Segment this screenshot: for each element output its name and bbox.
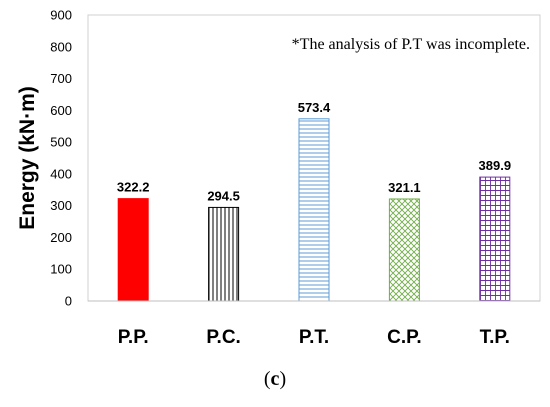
bar xyxy=(208,206,240,302)
y-tick-label: 900 xyxy=(50,8,72,23)
figure-caption: (c) xyxy=(0,368,550,391)
bar xyxy=(298,118,330,302)
bar xyxy=(388,198,420,302)
y-tick-label: 800 xyxy=(50,39,72,54)
bar xyxy=(479,176,511,302)
y-axis-label: Energy (kN·m) xyxy=(16,86,39,230)
caption-letter: c xyxy=(270,368,280,390)
x-category-label: C.P. xyxy=(387,327,422,348)
y-tick-label: 400 xyxy=(50,166,72,181)
data-label: 294.5 xyxy=(207,188,240,203)
y-tick-label: 0 xyxy=(65,294,72,309)
caption-open: ( xyxy=(263,368,271,390)
caption-close: ) xyxy=(279,368,287,390)
data-label: 573.4 xyxy=(298,100,331,115)
y-tick-label: 700 xyxy=(50,71,72,86)
bars: 322.2 294.5 573.4 321.1 389.9 xyxy=(117,100,512,302)
y-tick-label: 500 xyxy=(50,135,72,150)
x-category-label: P.C. xyxy=(206,327,241,348)
data-label: 389.9 xyxy=(479,158,512,173)
bar xyxy=(117,198,149,302)
energy-bar-chart: 0 100 200 300 400 500 600 700 800 900 322.2 294.5 5… xyxy=(16,8,541,348)
x-category-label: P.P. xyxy=(118,327,149,348)
y-tick-label: 300 xyxy=(50,198,72,213)
y-tick-label: 600 xyxy=(50,103,72,118)
y-tick-label: 100 xyxy=(50,262,72,277)
y-axis: 0 100 200 300 400 500 600 700 800 900 xyxy=(50,8,72,309)
x-axis: P.P. P.C. P.T. C.P. T.P. xyxy=(88,300,540,348)
data-label: 322.2 xyxy=(117,180,150,195)
chart-annotation: *The analysis of P.T was incomplete. xyxy=(292,36,530,53)
y-tick-label: 200 xyxy=(50,230,72,245)
data-label: 321.1 xyxy=(388,180,421,195)
x-category-label: T.P. xyxy=(480,327,510,348)
x-category-label: P.T. xyxy=(299,327,329,348)
